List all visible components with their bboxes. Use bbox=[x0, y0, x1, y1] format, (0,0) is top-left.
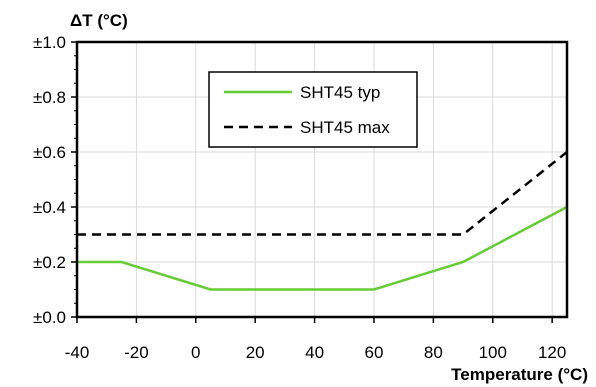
y-tick-label: ±0.8 bbox=[33, 88, 66, 107]
series-lines bbox=[77, 151, 568, 291]
y-tick-label: ±0.4 bbox=[33, 198, 66, 217]
series-line-typ bbox=[77, 205, 568, 291]
plot-frame bbox=[75, 40, 569, 319]
y-axis-title: ΔT (°C) bbox=[70, 11, 128, 30]
x-tick-label: 120 bbox=[538, 343, 566, 362]
x-tick-label: 40 bbox=[305, 343, 324, 362]
x-axis-title: Temperature (°C) bbox=[451, 365, 588, 384]
legend-label-typ: SHT45 typ bbox=[300, 83, 380, 102]
y-tick-label: ±0.6 bbox=[33, 143, 66, 162]
x-tick-label: 0 bbox=[191, 343, 200, 362]
legend: SHT45 typ SHT45 max bbox=[208, 71, 418, 148]
x-tick-label: 60 bbox=[365, 343, 384, 362]
y-axis-ticks: ±0.0 ±0.2 ±0.4 ±0.6 ±0.8 ±1.0 bbox=[33, 33, 77, 327]
y-tick-label: ±1.0 bbox=[33, 33, 66, 52]
y-tick-label: ±0.2 bbox=[33, 253, 66, 272]
series-line-max bbox=[77, 151, 568, 236]
x-tick-label: 20 bbox=[246, 343, 265, 362]
x-axis-ticks: -40 -20 0 20 40 60 80 100 120 bbox=[65, 317, 566, 362]
legend-label-max: SHT45 max bbox=[300, 118, 390, 137]
x-tick-label: 80 bbox=[424, 343, 443, 362]
legend-box bbox=[208, 71, 418, 148]
x-tick-label: -40 bbox=[65, 343, 90, 362]
x-tick-label: -20 bbox=[124, 343, 149, 362]
x-tick-label: 100 bbox=[479, 343, 507, 362]
y-tick-label: ±0.0 bbox=[33, 308, 66, 327]
